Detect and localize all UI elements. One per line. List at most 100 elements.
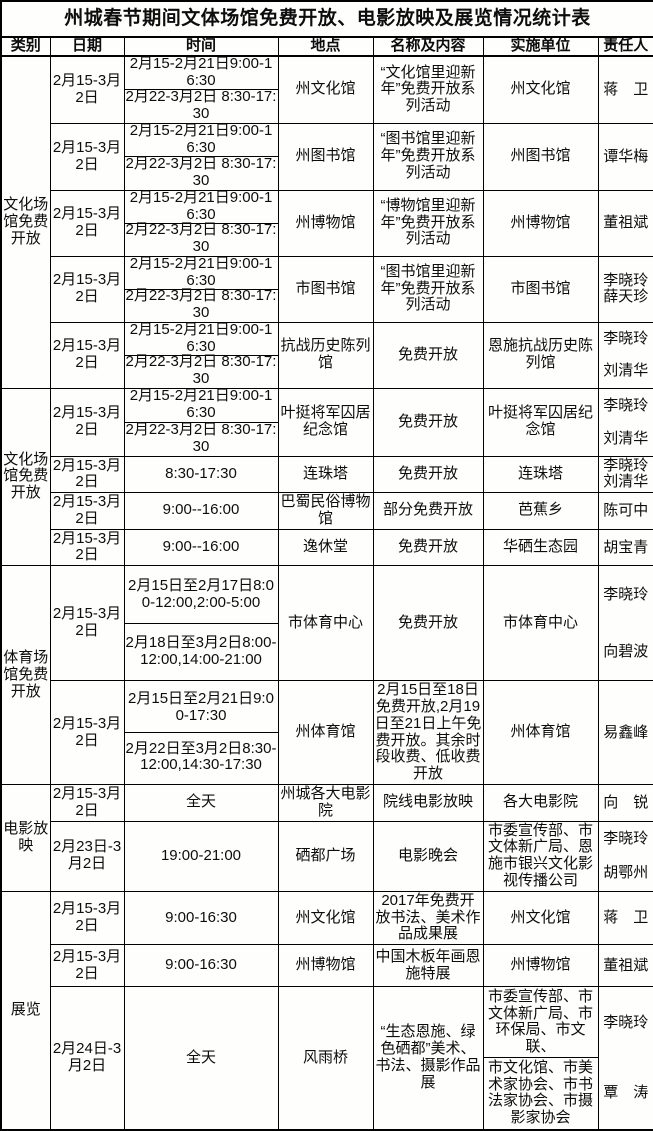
cell-person: 李晓玲刘清华: [598, 388, 653, 456]
cell-unit-part: 市文化馆、市美术家协会、市书法家协会、市摄影家协会: [484, 1057, 598, 1128]
cell-time-part: 2月22-3月2日 8:30-17:30: [125, 89, 278, 122]
cell-place: 叶挺将军囚居纪念馆: [278, 388, 373, 456]
cell-unit: 市图书馆: [483, 256, 598, 322]
cell-place: 硒都广场: [278, 821, 373, 891]
cell-person: 李晓玲刘清华: [598, 322, 653, 388]
cell-content: “图书馆里迎新年”免费开放系列活动: [373, 256, 483, 322]
person-names: 蒋 卫: [599, 57, 653, 122]
person-name: 李晓玲: [603, 458, 648, 474]
cell-unit-part: 市委宣传部、市文体新广局、市环保局、市文联、: [484, 987, 598, 1057]
column-header-6: 责任人: [598, 37, 653, 56]
cell-unit: 市委宣传部、市文体新广局、市环保局、市文联、市文化馆、市美术家协会、市书法家协会…: [483, 987, 598, 1130]
person-name: 李晓玲: [603, 273, 648, 289]
column-header-1: 日期: [50, 37, 124, 56]
person-names: 李晓玲薛天珍: [599, 257, 653, 321]
cell-unit: 叶挺将军囚居纪念馆: [483, 388, 598, 456]
cell-place: 抗战历史陈列馆: [278, 322, 373, 388]
cell-content: 电影晚会: [373, 821, 483, 891]
cell-date: 2月15-3月2日: [50, 256, 124, 322]
cell-time-part: 2月22-3月2日 8:30-17:30: [125, 422, 278, 456]
person-name: 董祖斌: [603, 215, 648, 231]
column-header-3: 地点: [278, 37, 373, 56]
column-header-2: 时间: [124, 37, 278, 56]
cell-content: “图书馆里迎新年”免费开放系列活动: [373, 123, 483, 190]
cell-date: 2月15-3月2日: [50, 891, 124, 944]
person-name: 李晓玲: [603, 831, 648, 847]
cell-place: 市体育中心: [278, 566, 373, 681]
person-name: 覃 涛: [603, 1085, 648, 1101]
cell-content: “博物馆里迎新年”免费开放系列活动: [373, 190, 483, 256]
cell-unit: 州博物馆: [483, 945, 598, 987]
cell-unit: 州图书馆: [483, 123, 598, 190]
cell-date: 2月15-3月2日: [50, 529, 124, 566]
cell-time: 9:00-16:30: [124, 891, 278, 944]
person-name: 刘清华: [603, 431, 648, 447]
table-row: 2月24日-3月2日全天风雨桥“生态恩施、绿色硒都”美术、书法、摄影作品展市委宣…: [1, 987, 653, 1130]
cell-time: 全天: [124, 987, 278, 1130]
cell-place: 逸休堂: [278, 529, 373, 566]
cell-time-part: 2月15-2月21日9:00-16:30: [125, 257, 278, 289]
cell-person: 李晓玲刘清华: [598, 456, 653, 493]
cell-date: 2月15-3月2日: [50, 681, 124, 785]
cell-content: 2017年免费开放书法、美术作品成果展: [373, 891, 483, 944]
unit-subcells: 市委宣传部、市文体新广局、市环保局、市文联、市文化馆、市美术家协会、市书法家协会…: [484, 987, 598, 1128]
person-names: 李晓玲刘清华: [599, 323, 653, 387]
cell-date: 2月15-3月2日: [50, 456, 124, 493]
person-names: 李晓玲胡鄂州: [599, 822, 653, 890]
cell-person: 董祖斌: [598, 945, 653, 987]
person-name: 刘清华: [603, 363, 648, 379]
column-header-4: 名称及内容: [373, 37, 483, 56]
person-names: 李晓玲向碧波: [599, 567, 653, 680]
cell-content: 院线电影放映: [373, 785, 483, 822]
person-names: 董祖斌: [599, 191, 653, 255]
cell-content: 免费开放: [373, 388, 483, 456]
person-names: 李晓玲刘清华: [599, 389, 653, 455]
cell-content: 免费开放: [373, 566, 483, 681]
cell-unit: 各大电影院: [483, 785, 598, 822]
cell-date: 2月15-3月2日: [50, 56, 124, 123]
cell-place: 市图书馆: [278, 256, 373, 322]
cell-time-part: 2月22-3月2日 8:30-17:30: [125, 289, 278, 322]
cell-place: 州图书馆: [278, 123, 373, 190]
cell-time-part: 2月22-3月2日 8:30-17:30: [125, 355, 278, 388]
cell-time: 8:30-17:30: [124, 456, 278, 493]
cell-content: “生态恩施、绿色硒都”美术、书法、摄影作品展: [373, 987, 483, 1130]
cell-time: 全天: [124, 785, 278, 822]
cell-content: 2月15日至18日免费开放,2月19日至21日上午免费开放。其余时段收费、低收费…: [373, 681, 483, 785]
table-title: 州城春节期间文体场馆免费开放、电影放映及展览情况统计表: [1, 1, 653, 37]
cell-date: 2月23日-3月2日: [50, 821, 124, 891]
cell-person: 蒋 卫: [598, 891, 653, 944]
cell-person: 董祖斌: [598, 190, 653, 256]
person-name: 谭华梅: [603, 149, 648, 165]
person-name: 胡宝青: [603, 540, 648, 556]
person-names: 胡宝青: [599, 532, 653, 562]
cell-time-part: 2月15-2月21日9:00-16:30: [125, 191, 278, 223]
cell-time-part: 2月15日至2月17日8:00-12:00,2:00-5:00: [125, 567, 278, 623]
cell-unit: 市委宣传部、市文体新广局、恩施市银兴文化影视传播公司: [483, 821, 598, 891]
person-names: 蒋 卫: [599, 894, 653, 942]
person-names: 李晓玲覃 涛: [599, 987, 653, 1128]
cell-time-part: 2月15-2月21日9:00-16:30: [125, 57, 278, 89]
person-names: 李晓玲刘清华: [599, 460, 653, 489]
cell-person: 向 锐: [598, 785, 653, 822]
